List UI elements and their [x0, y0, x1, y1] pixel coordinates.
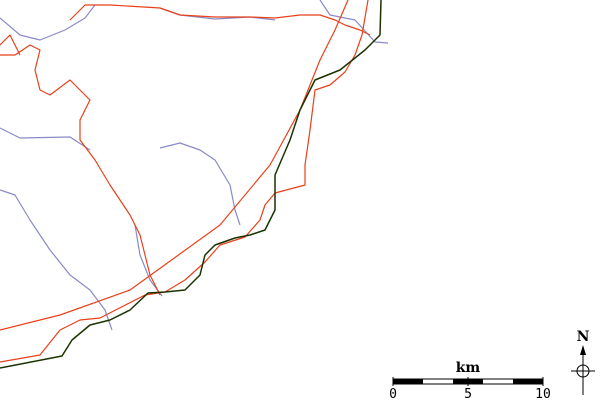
scale-unit: km: [456, 360, 481, 376]
minor-road: [319, 0, 389, 44]
minor-road: [0, 4, 96, 41]
minor-road: [0, 127, 91, 151]
major-road: [69, 4, 371, 36]
north-label: N: [577, 329, 590, 345]
coastline: [0, 0, 382, 369]
scale-label-10: 10: [535, 387, 551, 400]
minor-road: [0, 189, 113, 331]
minor-road: [159, 142, 241, 226]
major-road: [0, 0, 349, 331]
north-arrow-icon: N: [571, 329, 595, 395]
major-road: [0, 44, 161, 296]
minor-road: [134, 224, 163, 297]
major-road: [0, 0, 369, 363]
scale-bar: km 0 5 10: [389, 360, 551, 400]
scale-label-0: 0: [389, 387, 397, 400]
major-road: [0, 34, 21, 56]
scale-label-5: 5: [464, 387, 472, 400]
